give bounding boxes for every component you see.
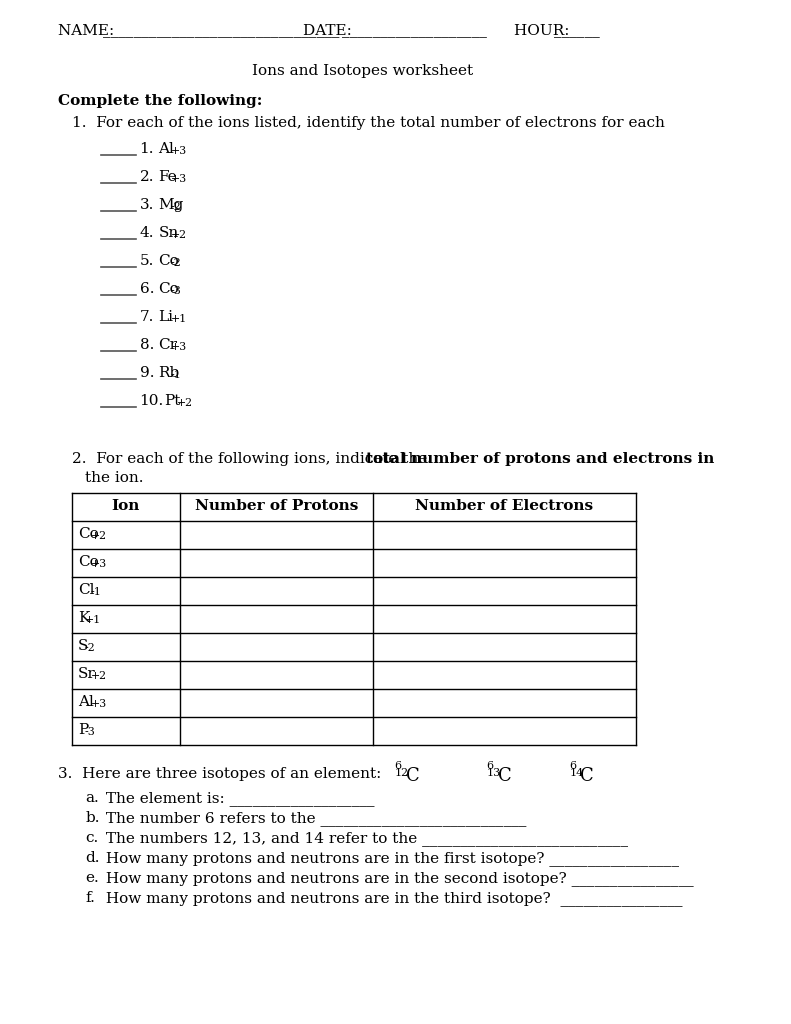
- Text: c.: c.: [85, 831, 99, 845]
- Text: NAME:: NAME:: [58, 24, 119, 38]
- Text: The numbers 12, 13, and 14 refer to the ___________________________: The numbers 12, 13, and 14 refer to the …: [101, 831, 628, 846]
- Text: 6: 6: [486, 761, 494, 771]
- Text: the ion.: the ion.: [85, 471, 144, 485]
- Text: 5.: 5.: [139, 254, 154, 268]
- Text: C: C: [580, 767, 594, 785]
- Text: How many protons and neutrons are in the second isotope? ________________: How many protons and neutrons are in the…: [101, 871, 694, 886]
- Text: Mg: Mg: [158, 198, 184, 212]
- Text: 13: 13: [486, 768, 501, 778]
- Text: 12: 12: [395, 768, 409, 778]
- Text: -1: -1: [91, 587, 101, 597]
- Text: Pt: Pt: [165, 394, 181, 408]
- Text: The element is: ___________________: The element is: ___________________: [101, 791, 374, 806]
- Text: Rb: Rb: [158, 366, 180, 380]
- Text: How many protons and neutrons are in the third isotope?  ________________: How many protons and neutrons are in the…: [101, 891, 683, 906]
- Text: Fe: Fe: [158, 170, 177, 184]
- Text: 1.  For each of the ions listed, identify the total number of electrons for each: 1. For each of the ions listed, identify…: [72, 116, 664, 130]
- Text: +3: +3: [171, 174, 187, 184]
- Text: Number of Electrons: Number of Electrons: [415, 499, 593, 513]
- Text: Cr: Cr: [158, 338, 177, 352]
- Text: 14: 14: [570, 768, 584, 778]
- Text: +3: +3: [91, 559, 107, 569]
- Text: Al: Al: [78, 695, 94, 709]
- Text: S: S: [78, 639, 89, 653]
- Text: Co: Co: [78, 527, 99, 541]
- Text: d.: d.: [85, 851, 100, 865]
- Text: Co: Co: [158, 282, 179, 296]
- Text: +2: +2: [91, 671, 107, 681]
- Text: Sn: Sn: [158, 226, 179, 240]
- Text: -2: -2: [171, 258, 182, 268]
- Text: -1: -1: [171, 371, 182, 380]
- Text: The number 6 refers to the ___________________________: The number 6 refers to the _____________…: [101, 811, 526, 826]
- Text: 3.  Here are three isotopes of an element:: 3. Here are three isotopes of an element…: [58, 767, 381, 781]
- Text: +2: +2: [91, 531, 107, 541]
- Text: Co: Co: [78, 555, 99, 569]
- Text: C: C: [406, 767, 419, 785]
- Text: 8.: 8.: [139, 338, 154, 352]
- Text: Complete the following:: Complete the following:: [58, 94, 262, 108]
- Text: How many protons and neutrons are in the first isotope? _________________: How many protons and neutrons are in the…: [101, 851, 679, 866]
- Text: 4.: 4.: [139, 226, 154, 240]
- Text: ___________________: ___________________: [343, 24, 487, 38]
- Text: -2: -2: [171, 202, 182, 212]
- Text: ______: ______: [554, 24, 600, 38]
- Text: Li: Li: [158, 310, 173, 324]
- Text: +3: +3: [91, 699, 107, 710]
- Text: 7.: 7.: [139, 310, 154, 324]
- Text: +1: +1: [85, 615, 100, 626]
- Text: +1: +1: [171, 314, 187, 325]
- Text: e.: e.: [85, 871, 99, 885]
- Text: 2.  For each of the following ions, indicate the: 2. For each of the following ions, indic…: [72, 452, 432, 466]
- Text: total number of protons and electrons in: total number of protons and electrons in: [366, 452, 714, 466]
- Text: DATE:: DATE:: [303, 24, 357, 38]
- Text: K: K: [78, 611, 89, 625]
- Text: 10.: 10.: [139, 394, 164, 408]
- Text: 1.: 1.: [139, 142, 154, 156]
- Text: +2: +2: [171, 230, 187, 241]
- Text: 3.: 3.: [139, 198, 154, 212]
- Text: Ion: Ion: [112, 499, 140, 513]
- Text: Ions and Isotopes worksheet: Ions and Isotopes worksheet: [252, 63, 473, 78]
- Text: +3: +3: [171, 342, 187, 352]
- Text: 6: 6: [570, 761, 577, 771]
- Text: Al: Al: [158, 142, 174, 156]
- Text: b.: b.: [85, 811, 100, 825]
- Text: +3: +3: [171, 146, 187, 157]
- Text: HOUR:: HOUR:: [514, 24, 574, 38]
- Text: 2.: 2.: [139, 170, 154, 184]
- Text: +2: +2: [177, 398, 193, 409]
- Text: 9.: 9.: [139, 366, 154, 380]
- Text: Sr: Sr: [78, 667, 96, 681]
- Text: Co: Co: [158, 254, 179, 268]
- Text: -3: -3: [85, 727, 95, 737]
- Text: a.: a.: [85, 791, 99, 805]
- Text: Number of Protons: Number of Protons: [195, 499, 358, 513]
- Text: Cl: Cl: [78, 583, 95, 597]
- Text: -2: -2: [85, 643, 95, 653]
- Text: P: P: [78, 723, 89, 737]
- Text: _______________________________: _______________________________: [103, 24, 339, 38]
- Text: f.: f.: [85, 891, 95, 905]
- Text: -3: -3: [171, 286, 182, 296]
- Text: 6.: 6.: [139, 282, 154, 296]
- Text: 6: 6: [395, 761, 402, 771]
- Text: C: C: [498, 767, 511, 785]
